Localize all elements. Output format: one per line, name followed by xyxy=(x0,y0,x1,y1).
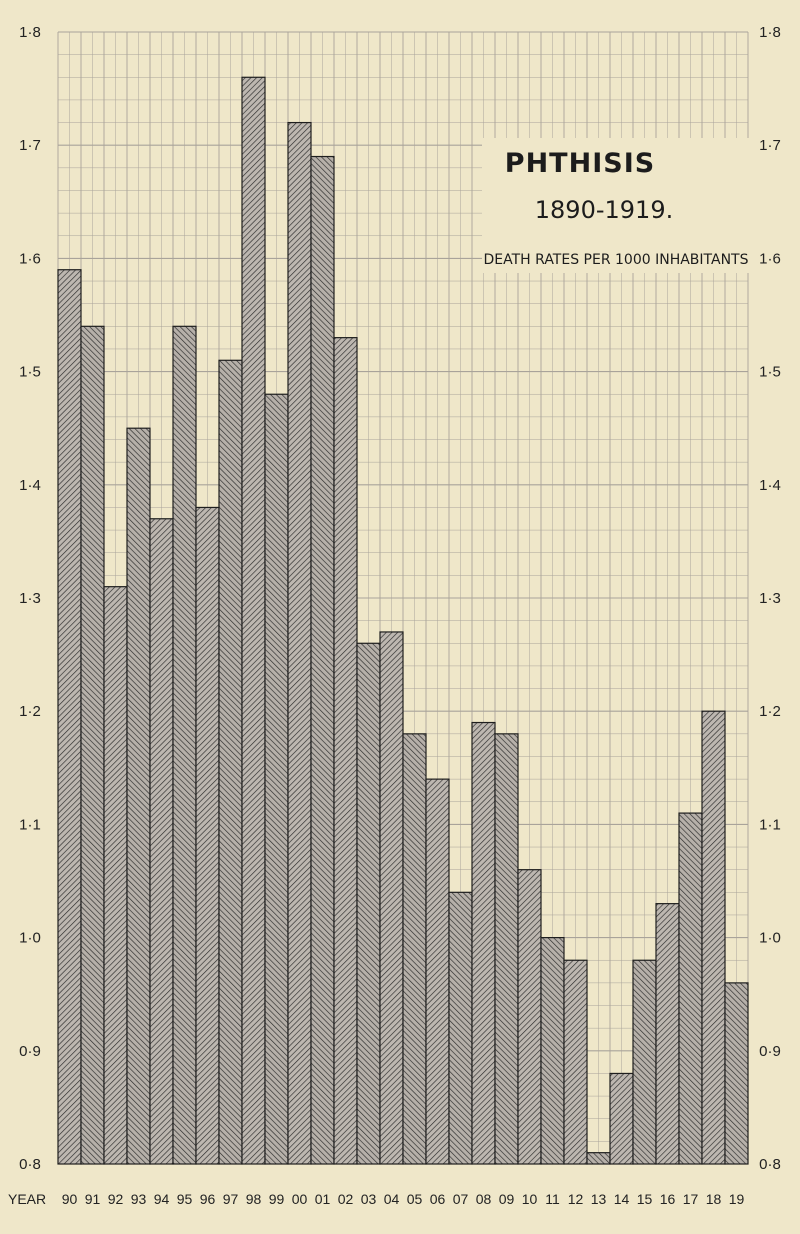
bar-98 xyxy=(241,76,266,1165)
x-tick-label: 05 xyxy=(407,1191,423,1207)
x-axis: YEAR 90 91 92 93 94 95 96 97 98 99 00 01 02 03 04 05 06 0… xyxy=(8,1191,744,1207)
y-tick-label-right: 1·0 xyxy=(759,930,781,947)
chart-note: DEATH RATES PER 1000 INHABITANTS xyxy=(484,252,749,268)
x-tick-label: 91 xyxy=(85,1191,101,1207)
bar-09 xyxy=(494,733,519,1165)
bar-01 xyxy=(310,155,335,1165)
y-tick-label-right: 1·3 xyxy=(759,590,781,607)
y-tick-label-left: 1·7 xyxy=(19,137,41,154)
bar-93 xyxy=(126,427,151,1165)
bar-94 xyxy=(149,518,174,1165)
bar-12 xyxy=(563,959,588,1165)
y-tick-label-left: 0·9 xyxy=(19,1043,41,1060)
bar-11 xyxy=(540,936,565,1165)
bar-06 xyxy=(425,778,450,1165)
x-tick-label: 12 xyxy=(568,1191,584,1207)
x-tick-label: 92 xyxy=(108,1191,124,1207)
x-tick-label: 07 xyxy=(453,1191,469,1207)
y-tick-label-right: 1·4 xyxy=(759,477,781,494)
bar-08 xyxy=(471,721,496,1165)
y-tick-label-right: 1·1 xyxy=(759,816,781,833)
y-tick-label-left: 1·8 xyxy=(19,24,41,41)
y-tick-label-right: 0·8 xyxy=(759,1156,781,1173)
x-tick-label: 97 xyxy=(223,1191,239,1207)
y-tick-label-right: 0·9 xyxy=(759,1043,781,1060)
bar-03 xyxy=(356,642,381,1165)
y-tick-label-left: 0·8 xyxy=(19,1156,41,1173)
x-tick-label: 95 xyxy=(177,1191,193,1207)
x-tick-label: 08 xyxy=(476,1191,492,1207)
bar-97 xyxy=(218,359,243,1165)
x-tick-label: 10 xyxy=(522,1191,538,1207)
x-tick-label: 04 xyxy=(384,1191,400,1207)
bar-90 xyxy=(57,269,82,1165)
bar-04 xyxy=(379,631,404,1165)
y-tick-label-left: 1·5 xyxy=(19,364,41,381)
bar-07 xyxy=(448,891,473,1165)
bar-05 xyxy=(402,733,427,1165)
x-tick-label: 90 xyxy=(62,1191,78,1207)
bar-92 xyxy=(103,586,128,1165)
bar-19 xyxy=(724,982,749,1165)
bar-17 xyxy=(678,812,703,1165)
x-tick-label: 93 xyxy=(131,1191,147,1207)
y-tick-label-left: 1·6 xyxy=(19,250,41,267)
bar-91 xyxy=(80,325,105,1165)
y-tick-label-left: 1·1 xyxy=(19,816,41,833)
y-tick-label-right: 1·8 xyxy=(759,24,781,41)
bars-layer xyxy=(57,76,749,1165)
bar-13 xyxy=(586,1152,611,1165)
bar-96 xyxy=(195,506,220,1165)
title-block: PHTHISIS 1890-1919. DEATH RATES PER 1000… xyxy=(482,138,752,273)
y-tick-label-left: 1·4 xyxy=(19,477,41,494)
x-tick-label: 02 xyxy=(338,1191,354,1207)
x-tick-label: 17 xyxy=(683,1191,699,1207)
chart-title: PHTHISIS xyxy=(505,148,655,179)
x-tick-label: 00 xyxy=(292,1191,308,1207)
x-tick-label: 94 xyxy=(154,1191,170,1207)
bar-00 xyxy=(287,121,312,1165)
bar-02 xyxy=(333,337,358,1165)
x-tick-label: 99 xyxy=(269,1191,285,1207)
bar-99 xyxy=(264,393,289,1165)
x-tick-label: 06 xyxy=(430,1191,446,1207)
x-tick-label: 13 xyxy=(591,1191,607,1207)
x-tick-label: 98 xyxy=(246,1191,262,1207)
bar-10 xyxy=(517,869,542,1165)
title-background xyxy=(482,138,752,273)
y-tick-label-right: 1·2 xyxy=(759,703,781,720)
x-tick-label: 01 xyxy=(315,1191,331,1207)
bar-14 xyxy=(609,1072,634,1165)
x-axis-label: YEAR xyxy=(8,1191,46,1207)
y-tick-label-left: 1·0 xyxy=(19,930,41,947)
x-tick-label: 96 xyxy=(200,1191,216,1207)
chart-subtitle: 1890-1919. xyxy=(535,196,673,224)
x-tick-label: 09 xyxy=(499,1191,515,1207)
x-tick-label: 03 xyxy=(361,1191,377,1207)
x-tick-label: 15 xyxy=(637,1191,653,1207)
x-tick-label: 11 xyxy=(545,1191,560,1207)
y-axis-right: 1·8 1·7 1·6 1·5 1·4 1·3 1·2 1·1 1·0 0·9 0·8 xyxy=(759,24,781,1173)
bar-15 xyxy=(632,959,657,1165)
x-tick-label: 19 xyxy=(729,1191,745,1207)
y-axis-left: 1·8 1·7 1·6 1·5 1·4 1·3 1·2 1·1 1·0 0·9 0·8 xyxy=(19,24,41,1173)
bar-16 xyxy=(655,903,680,1165)
y-tick-label-right: 1·7 xyxy=(759,137,781,154)
y-tick-label-left: 1·2 xyxy=(19,703,41,720)
x-tick-label: 18 xyxy=(706,1191,722,1207)
y-tick-label-left: 1·3 xyxy=(19,590,41,607)
y-tick-label-right: 1·6 xyxy=(759,250,781,267)
x-tick-label: 16 xyxy=(660,1191,676,1207)
bar-95 xyxy=(172,325,197,1165)
x-tick-label: 14 xyxy=(614,1191,630,1207)
bar-18 xyxy=(701,710,726,1165)
y-tick-label-right: 1·5 xyxy=(759,364,781,381)
